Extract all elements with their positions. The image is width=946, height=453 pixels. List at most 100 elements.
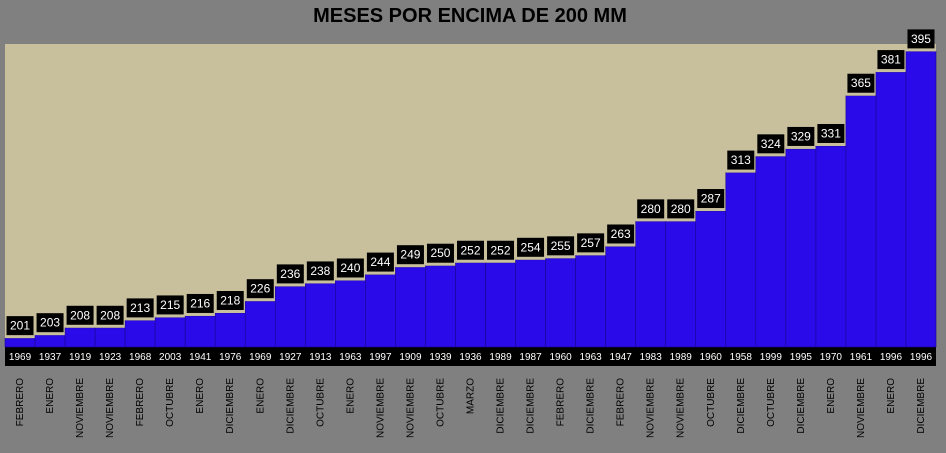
bar-top-edge bbox=[95, 324, 126, 328]
data-label: 287 bbox=[701, 192, 721, 206]
month-labels-layer: FEBRERO ENERO NOVIEMBRE NOVIEMBRE FEBRERO OCT… bbox=[15, 378, 927, 438]
data-label: 249 bbox=[400, 248, 420, 262]
x-tick-label: NOVIEMBRE bbox=[646, 378, 657, 438]
x-tick-label: DICIEMBRE bbox=[285, 378, 296, 434]
bar-top-edge bbox=[635, 218, 666, 222]
data-label: 395 bbox=[911, 32, 931, 46]
bar bbox=[485, 262, 516, 348]
data-label-box bbox=[96, 305, 124, 325]
year-label: 1989 bbox=[670, 352, 693, 363]
bar-top-edge bbox=[845, 92, 876, 96]
x-tick-label: OCTUBRE bbox=[315, 378, 326, 427]
bar-top-edge bbox=[515, 256, 546, 260]
data-label: 244 bbox=[370, 255, 390, 269]
x-tick-label: DICIEMBRE bbox=[586, 378, 597, 434]
bar bbox=[455, 262, 486, 348]
year-strip bbox=[5, 347, 936, 366]
bar bbox=[845, 95, 877, 348]
bar bbox=[575, 255, 606, 348]
x-tick-label: OCTUBRE bbox=[435, 378, 446, 427]
x-tick-label: NOVIEMBRE bbox=[856, 378, 867, 438]
bar bbox=[395, 266, 426, 348]
x-tick-label: NOVIEMBRE bbox=[375, 378, 386, 438]
data-label: 236 bbox=[280, 267, 300, 281]
data-label-box bbox=[727, 150, 755, 170]
year-label: 1963 bbox=[339, 352, 362, 363]
x-tick-label: OCTUBRE bbox=[165, 378, 176, 427]
x-tick-label: NOVIEMBRE bbox=[75, 378, 86, 438]
bar bbox=[815, 145, 847, 348]
data-label: 215 bbox=[160, 298, 180, 312]
data-label-box bbox=[817, 123, 845, 143]
data-label-box bbox=[306, 261, 334, 281]
year-label: 1936 bbox=[459, 352, 482, 363]
bar-top-edge bbox=[215, 310, 246, 313]
year-label: 1937 bbox=[39, 352, 62, 363]
bar-top-edge bbox=[365, 271, 396, 275]
year-label: 1969 bbox=[9, 352, 32, 363]
x-tick-label: FEBRERO bbox=[616, 378, 627, 427]
bar bbox=[274, 286, 306, 348]
x-tick-label: FEBRERO bbox=[15, 378, 26, 427]
bar-top-edge bbox=[545, 255, 576, 259]
data-label-box bbox=[757, 134, 785, 154]
data-label-box bbox=[426, 243, 454, 263]
bar bbox=[905, 51, 937, 348]
bar-top-edge bbox=[905, 48, 936, 52]
year-label: 1939 bbox=[429, 352, 452, 363]
bar-top-edge bbox=[665, 218, 696, 222]
x-tick-label: FEBRERO bbox=[135, 378, 146, 427]
data-label-box bbox=[276, 264, 304, 284]
year-label: 1987 bbox=[519, 352, 542, 363]
year-label: 1989 bbox=[489, 352, 512, 363]
bar bbox=[335, 280, 366, 348]
bar bbox=[875, 71, 907, 348]
data-label: 254 bbox=[521, 240, 541, 254]
x-tick-label: OCTUBRE bbox=[766, 378, 777, 427]
bar bbox=[124, 320, 156, 348]
x-tick-label: DICIEMBRE bbox=[526, 378, 537, 434]
data-label-box bbox=[457, 240, 484, 260]
data-label: 257 bbox=[581, 236, 601, 250]
bar bbox=[725, 172, 757, 348]
year-label: 1947 bbox=[610, 352, 633, 363]
bar bbox=[695, 210, 727, 348]
data-label-box bbox=[547, 236, 575, 256]
bar bbox=[244, 300, 276, 348]
year-label: 1960 bbox=[549, 352, 572, 363]
data-label: 331 bbox=[821, 126, 841, 140]
data-label: 238 bbox=[310, 264, 330, 278]
bar bbox=[64, 327, 96, 348]
data-label-box bbox=[847, 73, 875, 93]
bar-top-edge bbox=[185, 312, 216, 316]
bar-top-edge bbox=[605, 243, 636, 247]
year-label: 1923 bbox=[99, 352, 122, 363]
bar-top-edge bbox=[785, 145, 816, 149]
data-label: 201 bbox=[10, 319, 30, 333]
data-label: 252 bbox=[491, 243, 511, 257]
bar bbox=[154, 317, 186, 348]
x-tick-label: NOVIEMBRE bbox=[676, 378, 687, 438]
year-label: 1958 bbox=[730, 352, 753, 363]
data-label: 213 bbox=[130, 301, 150, 315]
data-label-box bbox=[637, 199, 665, 219]
x-tick-label: DICIEMBRE bbox=[796, 378, 807, 434]
x-tick-label: FEBRERO bbox=[556, 378, 567, 427]
x-tick-label: ENERO bbox=[886, 378, 897, 414]
year-label: 1968 bbox=[129, 352, 152, 363]
bar bbox=[365, 274, 396, 348]
bar bbox=[605, 246, 636, 348]
bar-top-edge bbox=[575, 252, 606, 256]
x-tick-label: OCTUBRE bbox=[706, 378, 717, 427]
bar bbox=[665, 221, 697, 348]
year-label: 1963 bbox=[580, 352, 603, 363]
x-tick-label: ENERO bbox=[195, 378, 206, 414]
data-label: 381 bbox=[881, 53, 901, 67]
bar-top-edge bbox=[695, 208, 726, 212]
bar-top-edge bbox=[875, 69, 906, 73]
data-label: 365 bbox=[851, 76, 871, 90]
bar-top-edge bbox=[335, 277, 366, 281]
year-label: 1941 bbox=[189, 352, 212, 363]
year-label: 1995 bbox=[790, 352, 813, 363]
